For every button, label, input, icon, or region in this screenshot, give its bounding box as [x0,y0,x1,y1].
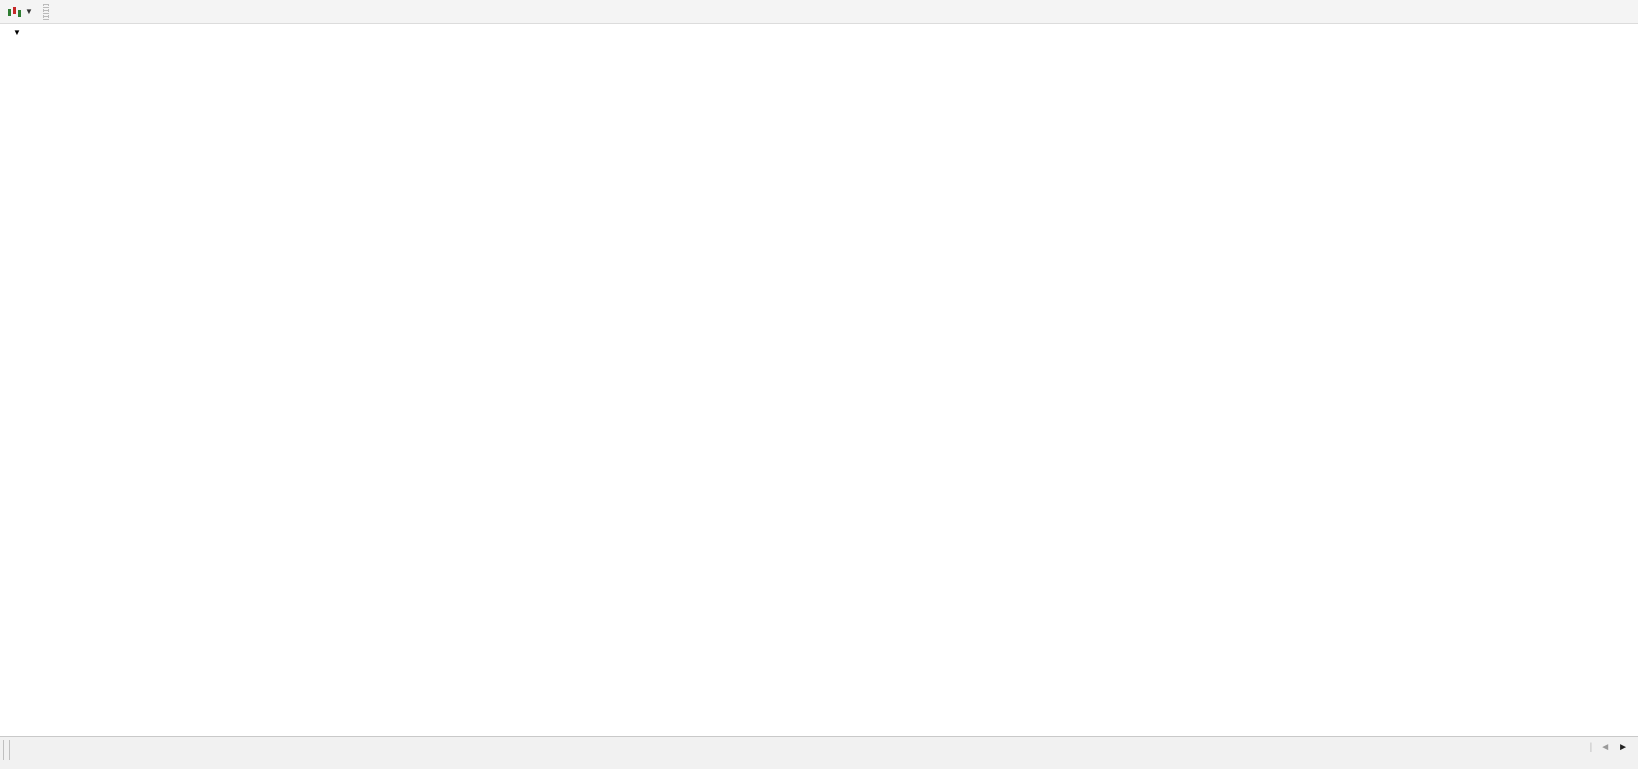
instrument-tab-bar: | ◄ ► [0,736,1638,769]
toolbar-grip-handle[interactable] [42,3,49,20]
scroll-tabs-right-icon[interactable]: ► [1618,742,1628,753]
timeframe-toolbar: ▼ [0,0,1638,24]
tabbar-grip-handle[interactable] [3,740,10,760]
chart-type-button[interactable]: ▼ [6,5,33,19]
scroll-tabs-left-icon[interactable]: ◄ [1600,742,1611,753]
candlestick-chart-icon [8,6,21,17]
collapse-triangle-icon[interactable]: ▼ [13,28,21,37]
chart-title: ▼ [13,28,54,37]
chevron-down-icon: ▼ [25,7,33,16]
tabsep: | [1589,742,1593,753]
